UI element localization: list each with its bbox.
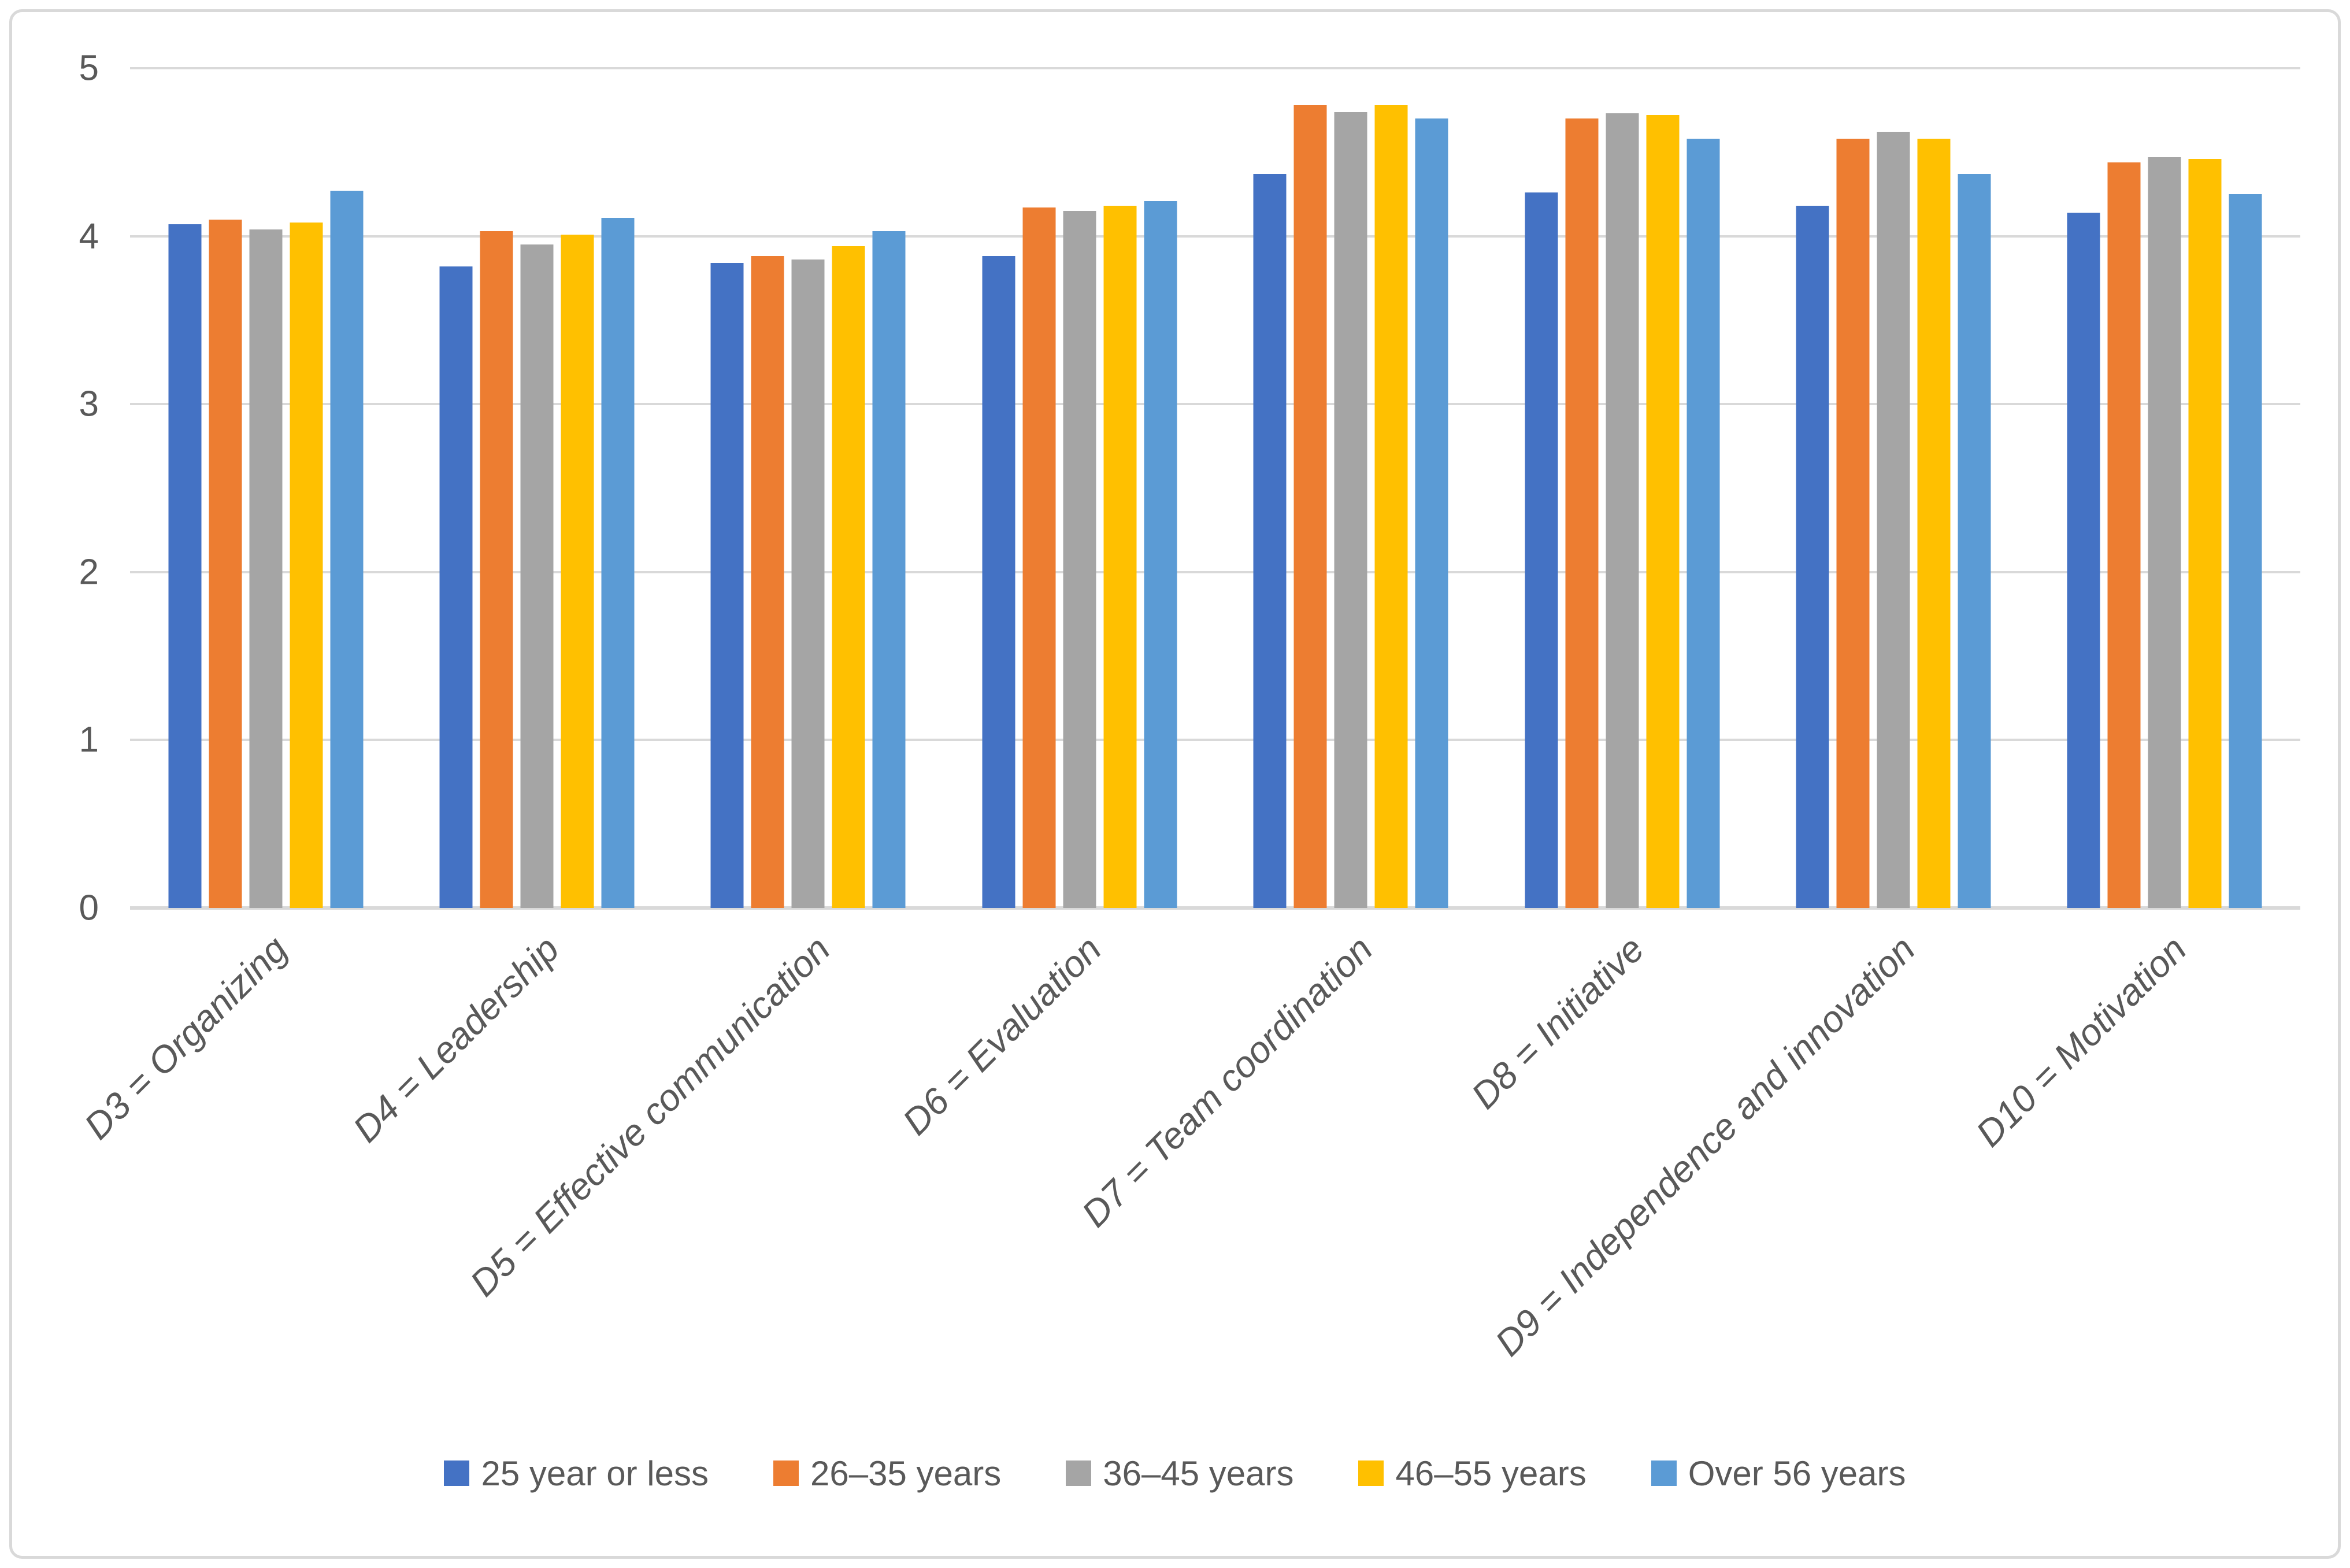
legend-label: 25 year or less [481,1454,709,1493]
bar [751,256,784,908]
bar-group-2 [439,68,635,908]
legend-swatch-icon [1651,1460,1677,1486]
bar [1836,139,1870,908]
bar [1917,139,1951,908]
gridline-y-2 [130,570,2300,573]
gridline-y-1 [130,739,2300,742]
gridline-y-4 [130,235,2300,238]
gridline-y-5 [130,67,2300,69]
legend: 25 year or less 26–35 years 36–45 years 46–… [12,1427,2338,1519]
x-category-label: D9 = Independence and innovation [1487,928,1923,1364]
bar [249,229,283,908]
bars-layer [130,68,2300,908]
bar [710,263,744,908]
bar [1877,132,1910,908]
legend-label: 26–35 years [810,1454,1002,1493]
plot-area [130,67,2300,910]
bar [290,223,323,908]
y-tick-label-5: 5 [79,48,99,88]
bar [1796,206,1829,908]
legend-item: 25 year or less [444,1454,709,1493]
y-tick-label-2: 2 [79,552,99,592]
y-tick-label-4: 4 [79,216,99,257]
bar-group-7 [1796,68,1991,908]
y-tick-label-0: 0 [79,888,99,928]
x-category-label: D8 = Initiative [1463,928,1652,1117]
legend-swatch-icon [1066,1460,1092,1486]
bar [209,219,242,908]
bar [1063,211,1096,908]
bar [982,256,1015,908]
legend-item: 26–35 years [773,1454,1001,1493]
bar [1022,207,1056,908]
x-axis-category-labels: D3 = Organizing D4 = Leadership D5 = Effec… [76,908,2300,1417]
bar [2067,212,2100,908]
bar [561,234,594,908]
bar [1103,206,1137,908]
bar [2229,194,2262,908]
gridline-y-0 [130,906,2300,910]
bar [1144,201,1177,908]
legend-label: Over 56 years [1688,1454,1906,1493]
bar [832,246,865,908]
bar [1334,112,1367,908]
bar-group-8 [2067,68,2262,908]
y-tick-label-3: 3 [79,384,99,424]
bar-group-4 [982,68,1177,908]
bar [480,231,513,908]
bar [330,191,364,908]
bar [439,266,473,908]
legend-label: 36–45 years [1103,1454,1294,1493]
bar [1958,174,1991,908]
bar [2107,162,2141,908]
bar [168,224,202,908]
bar [520,244,554,908]
legend-item: 36–45 years [1066,1454,1293,1493]
legend-swatch-icon [773,1460,799,1486]
bar [1415,118,1448,908]
bar [2188,158,2222,908]
x-category-label: D6 = Evaluation [894,928,1110,1143]
bar [601,217,635,908]
bar [1606,113,1639,908]
x-category-label: D7 = Team coordination [1073,928,1381,1235]
bar [872,231,906,908]
legend-item: Over 56 years [1651,1454,1906,1493]
legend-item: 46–55 years [1358,1454,1587,1493]
x-category-label: D3 = Organizing [76,928,296,1147]
bar [1686,139,1720,908]
chart-frame: 0 1 2 3 4 5 D3 = Organizing D4 = Leadership D5 … [9,9,2341,1559]
gridline-y-3 [130,403,2300,406]
bar [1525,192,1558,908]
bar [1374,105,1408,908]
legend-label: 46–55 years [1395,1454,1587,1493]
x-category-label: D4 = Leadership [344,928,567,1150]
x-category-label: D10 = Motivation [1968,928,2195,1155]
bar [2148,157,2181,908]
bar [1253,174,1287,908]
bar [1646,115,1680,908]
bar [1293,105,1327,908]
bar [1565,118,1599,908]
bar-group-6 [1525,68,1720,908]
y-tick-label-1: 1 [79,720,99,760]
bar-group-3 [710,68,906,908]
bar-group-5 [1253,68,1448,908]
y-axis-tick-labels: 0 1 2 3 4 5 [12,49,99,928]
legend-swatch-icon [444,1460,470,1486]
bar [791,260,825,908]
bar-group-1 [168,68,364,908]
legend-swatch-icon [1358,1460,1384,1486]
